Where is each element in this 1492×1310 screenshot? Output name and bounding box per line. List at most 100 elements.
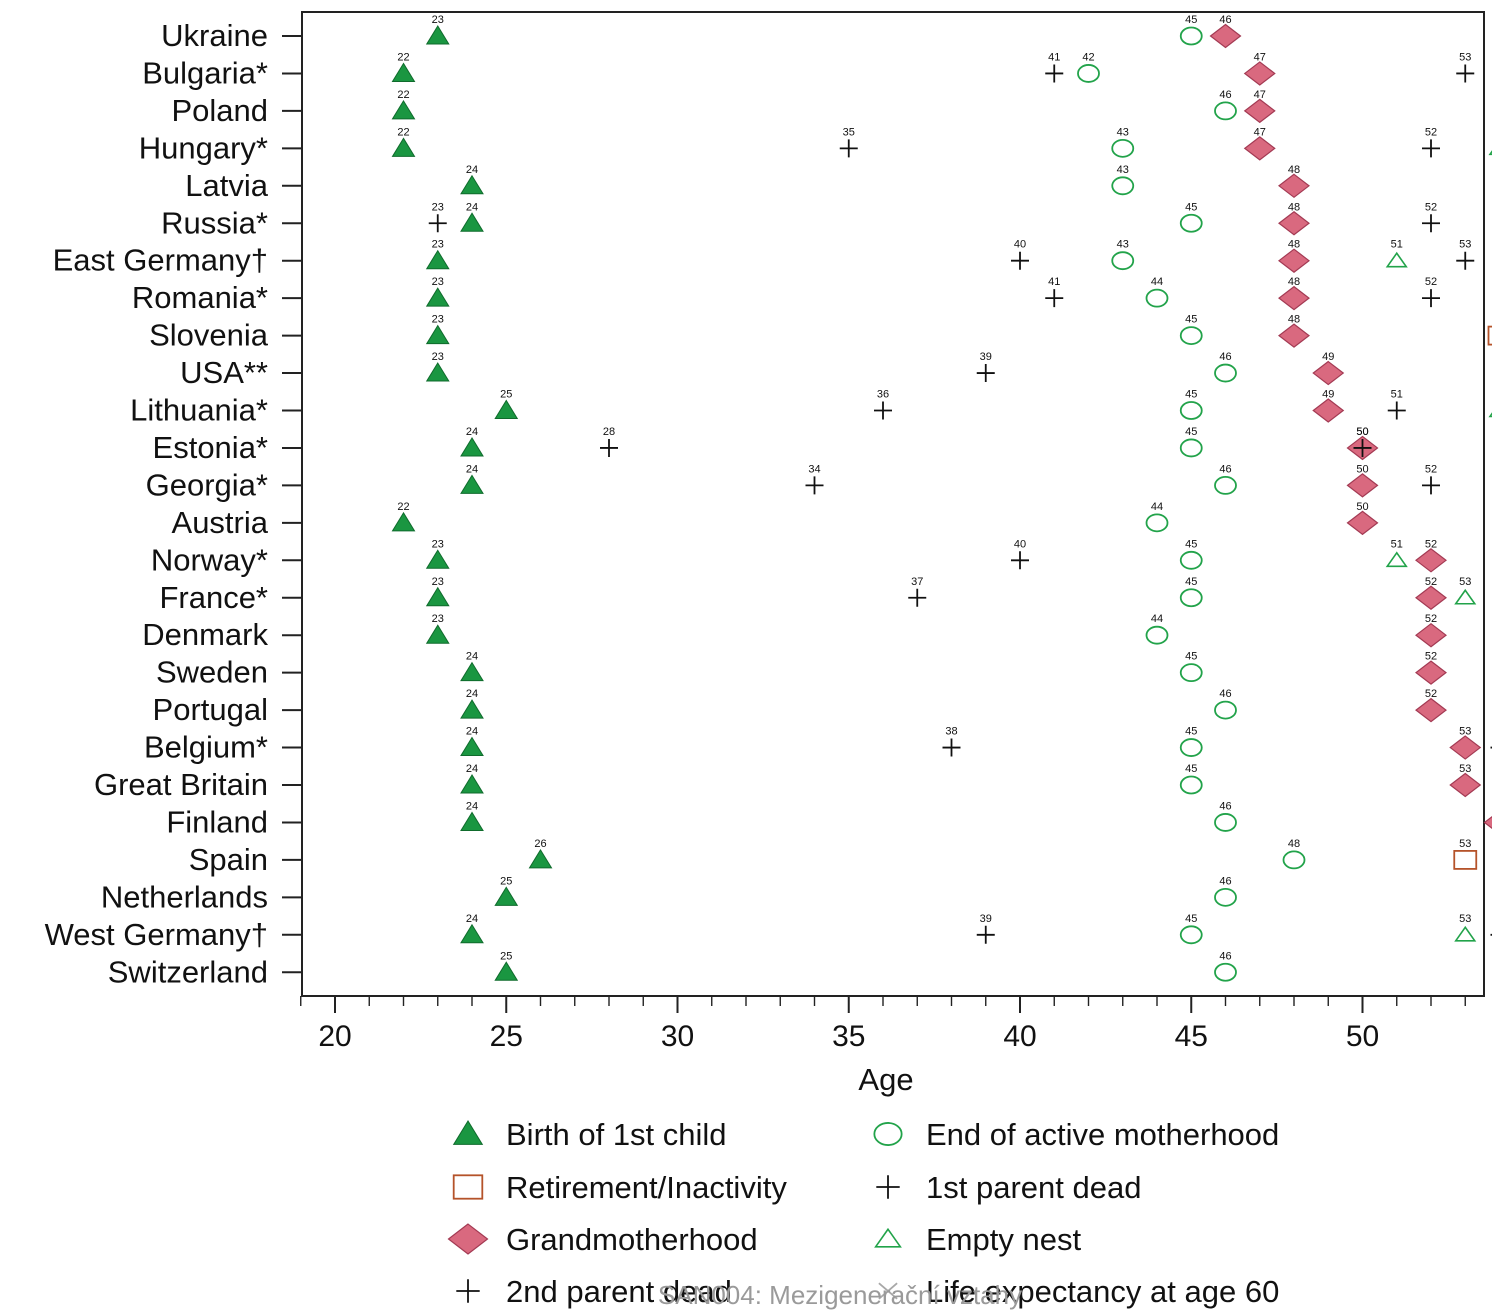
- point-label-birth-usa: 23: [432, 351, 444, 363]
- point-motherhood-norway: [1179, 550, 1203, 570]
- point-emptynest-norway: [1385, 551, 1408, 568]
- point-birth-slovenia: [425, 324, 450, 345]
- point-label-motherhood-great-britain: 45: [1185, 763, 1197, 775]
- point-motherhood-belgium: [1179, 738, 1203, 757]
- y-tick-label-great-britain: Great Britain: [94, 767, 268, 802]
- point-grandmother-latvia: [1278, 173, 1310, 199]
- point-parent2-romania: [1422, 289, 1440, 308]
- point-motherhood-latvia: [1111, 176, 1135, 196]
- point-label-emptynest-east-germany: 51: [1391, 239, 1403, 251]
- point-label-grandmother-russia: 48: [1288, 201, 1300, 213]
- point-label-motherhood-usa: 46: [1219, 351, 1231, 363]
- y-tick-label-switzerland: Switzerland: [108, 954, 268, 989]
- point-label-birth-austria: 22: [397, 501, 409, 513]
- point-parent1-belgium: [942, 738, 961, 757]
- point-grandmother-finland: [1483, 815, 1492, 829]
- point-birth-denmark: [425, 624, 450, 644]
- point-label-birth-hungary: 22: [397, 126, 409, 138]
- point-motherhood-ukraine: [1179, 26, 1203, 46]
- point-label-birth-west-germany: 24: [466, 913, 478, 925]
- point-emptynest-france: [1454, 588, 1477, 605]
- point-parent1-bulgaria: [1045, 64, 1064, 83]
- point-birth-hungary: [391, 137, 416, 157]
- point-parent2-russia: [1422, 214, 1440, 233]
- x-tick-label-25: 25: [490, 1020, 523, 1053]
- point-label-grandmother-great-britain: 53: [1459, 763, 1471, 775]
- point-grandmother-lithuania: [1312, 398, 1345, 423]
- point-birth-france: [425, 586, 450, 607]
- point-grandmother-ukraine: [1209, 23, 1242, 49]
- x-axis-title: Age: [858, 1062, 913, 1097]
- point-grandmother-russia: [1278, 210, 1310, 236]
- point-motherhood-lithuania: [1179, 401, 1203, 420]
- point-label-parent1-georgia: 34: [808, 463, 820, 475]
- point-label-motherhood-east-germany: 43: [1117, 239, 1129, 251]
- point-label-parent1-france: 37: [911, 576, 923, 588]
- point-birth-estonia: [460, 436, 484, 457]
- point-label-parent1-norway: 40: [1014, 538, 1026, 550]
- point-parent1-norway: [1011, 551, 1029, 570]
- point-birth-russia: [460, 212, 484, 232]
- series-emptynest: 5654615155545551535553: [1385, 150, 1492, 942]
- point-birth-bulgaria: [391, 62, 416, 82]
- point-label-parent2-lithuania: 51: [1391, 389, 1403, 401]
- point-label-birth-lithuania: 25: [500, 389, 512, 401]
- point-label-parent2-hungary: 52: [1425, 126, 1437, 138]
- y-tick-label-denmark: Denmark: [142, 617, 268, 652]
- legend-symbol-grandmother: [447, 1223, 489, 1255]
- point-grandmother-bulgaria: [1243, 61, 1276, 86]
- point-label-birth-slovenia: 23: [432, 314, 444, 326]
- x-tick-label-30: 30: [661, 1020, 694, 1053]
- point-birth-lithuania: [494, 399, 519, 419]
- point-label-parent2-bulgaria: 53: [1459, 51, 1471, 63]
- y-tick-label-belgium: Belgium*: [144, 730, 268, 765]
- x-tick-label-35: 35: [832, 1020, 865, 1053]
- point-motherhood-hungary: [1111, 138, 1135, 158]
- point-grandmother-slovenia: [1278, 323, 1310, 348]
- point-motherhood-france: [1179, 588, 1203, 608]
- legend-label-parent1: 1st parent dead: [926, 1170, 1141, 1205]
- series-retirement: 5555555558555857546156596056676060646460…: [1453, 325, 1492, 870]
- point-label-birth-norway: 23: [432, 538, 444, 550]
- point-birth-netherlands: [494, 886, 519, 906]
- point-motherhood-portugal: [1214, 700, 1237, 720]
- point-label-motherhood-georgia: 46: [1219, 463, 1231, 475]
- point-label-grandmother-hungary: 47: [1254, 126, 1266, 138]
- point-label-grandmother-norway: 52: [1425, 538, 1437, 550]
- legend: Birth of 1st child End of active motherho…: [447, 1117, 1279, 1309]
- point-label-parent1-east-germany: 40: [1014, 239, 1026, 251]
- point-parent1-hungary: [839, 139, 858, 158]
- point-motherhood-switzerland: [1214, 962, 1237, 982]
- point-label-motherhood-belgium: 45: [1185, 726, 1197, 738]
- point-motherhood-denmark: [1145, 625, 1169, 645]
- point-label-birth-romania: 23: [432, 276, 444, 288]
- y-tick-label-hungary: Hungary*: [139, 130, 268, 165]
- y-axis: UkraineBulgaria*PolandHungary*LatviaRuss…: [45, 18, 302, 989]
- y-tick-label-bulgaria: Bulgaria*: [142, 55, 268, 90]
- point-motherhood-netherlands: [1214, 887, 1237, 907]
- plot-frame: [301, 11, 1485, 997]
- point-label-grandmother-portugal: 52: [1425, 688, 1437, 700]
- point-retirement-spain: [1453, 850, 1478, 870]
- point-motherhood-finland: [1214, 813, 1237, 832]
- legend-item-parent2: 2nd parent dead: [456, 1274, 732, 1309]
- point-label-grandmother-austria: 50: [1356, 501, 1368, 513]
- point-label-motherhood-spain: 48: [1288, 838, 1300, 850]
- point-label-grandmother-georgia: 50: [1356, 463, 1368, 475]
- point-label-birth-russia: 24: [466, 201, 478, 213]
- point-parent2-east-germany: [1456, 251, 1475, 270]
- x-tick-label-45: 45: [1175, 1020, 1208, 1053]
- point-label-motherhood-romania: 44: [1151, 276, 1163, 288]
- y-tick-label-slovenia: Slovenia: [149, 318, 269, 353]
- legend-symbol-birth: [452, 1120, 484, 1145]
- point-birth-switzerland: [494, 961, 519, 981]
- point-label-birth-estonia: 24: [466, 426, 478, 438]
- legend-label-lifeexp: Life expectancy at age 60: [926, 1274, 1279, 1309]
- point-label-birth-bulgaria: 22: [397, 51, 409, 63]
- point-parent1-russia: [428, 214, 447, 233]
- y-tick-label-latvia: Latvia: [185, 168, 268, 203]
- point-label-birth-portugal: 24: [466, 688, 478, 700]
- point-parent1-lithuania: [874, 401, 892, 420]
- legend-item-parent1: 1st parent dead: [876, 1170, 1141, 1205]
